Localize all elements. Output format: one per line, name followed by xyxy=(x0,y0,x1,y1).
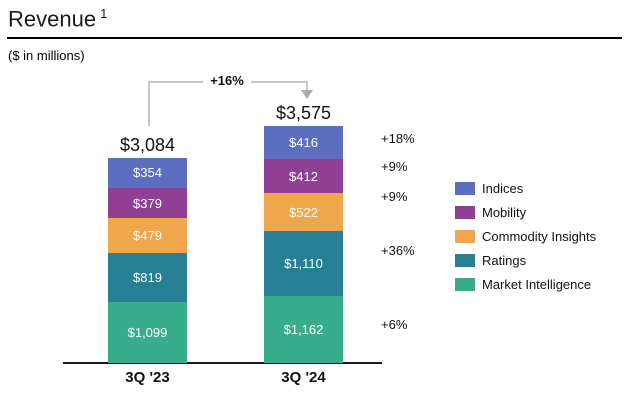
x-axis-line xyxy=(63,362,382,364)
growth-connector-right-leg xyxy=(306,81,308,91)
segment-ratings: $819 xyxy=(108,253,187,303)
segment-value-label: $416 xyxy=(289,135,318,151)
segment-value-label: $819 xyxy=(133,270,162,286)
segment-ratings: $1,110 xyxy=(264,231,343,296)
legend-item-mobility: Mobility xyxy=(455,205,596,220)
segment-value-label: $1,162 xyxy=(283,321,324,337)
bar-3q-23: $354 $379 $479 $819 $1,099 xyxy=(108,157,187,363)
segment-commodity-insights: $522 xyxy=(264,192,343,232)
legend-label: Commodity Insights xyxy=(482,229,597,244)
segment-indices: $354 xyxy=(108,157,187,188)
segment-value-label: $1,099 xyxy=(127,325,168,341)
x-axis-label: 3Q '23 xyxy=(125,369,170,386)
legend-label: Mobility xyxy=(482,205,527,220)
legend-swatch-icon xyxy=(455,254,475,267)
legend-swatch-icon xyxy=(455,230,475,243)
bar-total-label: $3,084 xyxy=(119,134,176,155)
segment-growth-label: +18% xyxy=(381,131,415,147)
segment-mobility: $412 xyxy=(264,159,343,193)
segment-growth-label: +9% xyxy=(381,158,408,174)
title-text: Revenue xyxy=(8,6,97,32)
x-axis-label: 3Q '24 xyxy=(281,369,326,386)
legend-item-commodity-insights: Commodity Insights xyxy=(455,229,596,244)
legend-label: Ratings xyxy=(482,253,527,268)
segment-value-label: $479 xyxy=(133,228,162,244)
page-title: Revenue 1 xyxy=(8,6,107,32)
segment-growth-label: +36% xyxy=(381,242,415,258)
total-growth-label: +16% xyxy=(203,73,251,88)
segment-value-label: $522 xyxy=(289,204,318,220)
units-note: ($ in millions) xyxy=(8,48,85,63)
bar-total-label: $3,575 xyxy=(275,102,332,123)
chart-legend: Indices Mobility Commodity Insights Ratings… xyxy=(455,181,596,292)
legend-label: Market Intelligence xyxy=(482,277,592,292)
segment-value-label: $412 xyxy=(289,168,318,184)
title-divider xyxy=(7,37,622,39)
legend-label: Indices xyxy=(482,181,524,196)
growth-connector-left-leg xyxy=(148,81,150,126)
legend-item-ratings: Ratings xyxy=(455,253,596,268)
segment-growth-label: +6% xyxy=(381,316,408,332)
segment-indices: $416 xyxy=(264,125,343,160)
legend-item-market-intelligence: Market Intelligence xyxy=(455,277,596,292)
segment-commodity-insights: $479 xyxy=(108,218,187,254)
segment-mobility: $379 xyxy=(108,187,187,219)
segment-growth-label: +9% xyxy=(381,189,408,205)
legend-item-indices: Indices xyxy=(455,181,596,196)
legend-swatch-icon xyxy=(455,182,475,195)
segment-market-intelligence: $1,162 xyxy=(264,295,343,363)
segment-value-label: $379 xyxy=(133,195,162,211)
legend-swatch-icon xyxy=(455,206,475,219)
arrow-down-icon xyxy=(301,90,313,99)
segment-value-label: $354 xyxy=(133,165,162,181)
bar-3q-24: $416 $412 $522 $1,110 $1,162 xyxy=(264,125,343,363)
footnote-marker: 1 xyxy=(100,6,108,21)
legend-swatch-icon xyxy=(455,278,475,291)
segment-market-intelligence: $1,099 xyxy=(108,302,187,363)
segment-value-label: $1,110 xyxy=(284,256,323,272)
